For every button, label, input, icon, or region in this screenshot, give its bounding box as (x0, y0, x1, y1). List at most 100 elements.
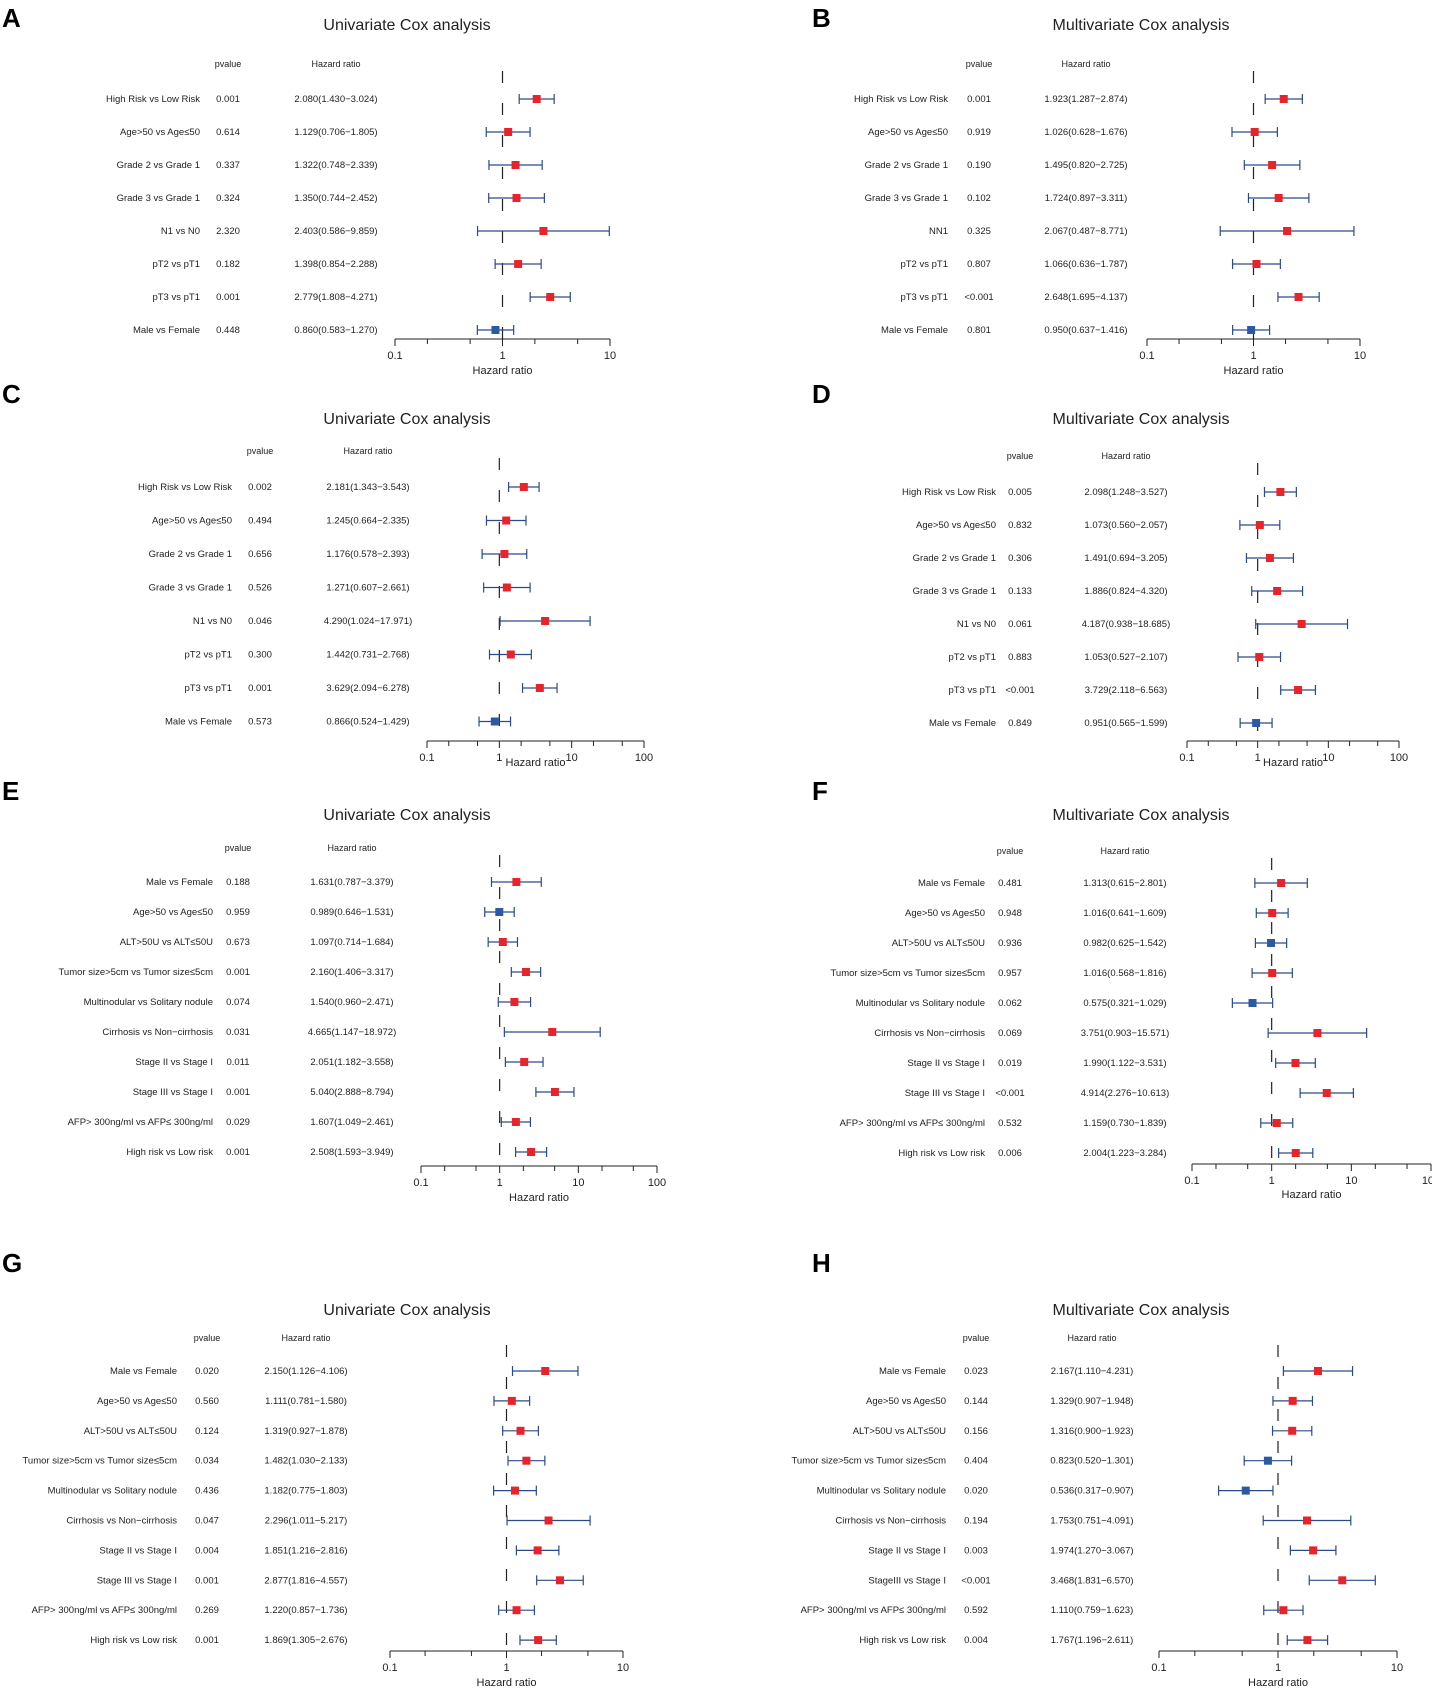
hr-point-marker (1291, 1149, 1300, 1157)
hr-point-marker (495, 908, 504, 916)
forest-row: Male vs Female 0.801 0.950(0.637−1.416) (881, 325, 1271, 336)
forest-row: Cirrhosis vs Non−cirrhosis 0.069 3.751(0.9… (874, 1028, 1368, 1039)
row-pvalue: <0.001 (1005, 685, 1034, 696)
row-label: Tumor size>5cm vs Tumor size≤5cm (22, 1456, 177, 1467)
row-pvalue: 0.001 (216, 94, 240, 105)
x-tick-label: 0.1 (1179, 752, 1194, 764)
row-pvalue: 0.404 (964, 1456, 988, 1467)
forest-row: Age>50 vs Age≤50 0.494 1.245(0.664−2.335) (152, 515, 527, 527)
x-tick-label: 0.1 (1151, 1662, 1166, 1674)
x-axis-title: Hazard ratio (477, 1677, 537, 1689)
row-pvalue: 0.936 (998, 938, 1022, 949)
row-label: ALT>50U vs ALT≤50U (84, 1426, 177, 1437)
row-hazard-ratio: 2.160(1.406−3.317) (310, 967, 393, 978)
row-pvalue: 0.807 (967, 259, 991, 270)
hr-point-marker (1255, 521, 1264, 529)
forest-row: N1 vs N0 2.320 2.403(0.586−9.859) (161, 226, 610, 237)
row-hazard-ratio: 2.296(1.011−5.217) (265, 1516, 348, 1527)
row-label: pT2 vs pT1 (900, 259, 948, 270)
row-hazard-ratio: 1.016(0.641−1.609) (1083, 908, 1166, 919)
row-hazard-ratio: 3.629(2.094−6.278) (326, 683, 409, 694)
row-pvalue: 0.001 (195, 1635, 219, 1646)
hazard-ratio-header: Hazard ratio (327, 843, 376, 853)
forest-row: High Risk vs Low Risk 0.005 2.098(1.248−3.… (902, 487, 1297, 498)
row-label: Stage II vs Stage I (907, 1058, 985, 1069)
forest-row: Tumor size>5cm vs Tumor size≤5cm 0.001 2.1… (58, 967, 542, 978)
hr-point-marker (533, 1546, 542, 1555)
row-label: pT3 vs pT1 (948, 685, 996, 696)
x-axis: 0.1 1 10 100 Hazard ratio (413, 1165, 666, 1204)
x-tick-label: 1 (499, 350, 505, 362)
row-pvalue: 0.592 (964, 1605, 988, 1616)
row-hazard-ratio: 4.914(2.276−10.613) (1081, 1088, 1169, 1099)
row-label: N1 vs N0 (957, 619, 996, 630)
hr-point-marker (1283, 227, 1292, 235)
row-hazard-ratio: 1.607(1.049−2.461) (310, 1117, 393, 1128)
row-label: AFP> 300ng/ml vs AFP≤ 300ng/ml (68, 1117, 213, 1128)
row-label: Multinodular vs Solitary nodule (48, 1486, 177, 1497)
row-label: Cirrhosis vs Non−cirrhosis (102, 1027, 213, 1038)
row-label: Stage III vs Stage I (97, 1575, 177, 1586)
hr-point-marker (1338, 1576, 1347, 1585)
forest-row: Male vs Female 0.188 1.631(0.787−3.379) (146, 877, 542, 888)
row-pvalue: 0.325 (967, 226, 991, 237)
panel-h: H Multivariate Cox analysis pvalue Hazard r… (791, 1248, 1403, 1689)
forest-row: ALT>50U vs ALT≤50U 0.936 0.982(0.625−1.542… (892, 938, 1288, 949)
row-pvalue: 0.001 (226, 1087, 250, 1098)
hr-point-marker (1267, 939, 1276, 947)
row-pvalue: 0.801 (967, 325, 991, 336)
row-pvalue: 0.481 (998, 878, 1022, 889)
hr-point-marker (1241, 1486, 1250, 1495)
hr-point-marker (498, 938, 507, 946)
row-pvalue: 0.156 (964, 1426, 988, 1437)
hr-point-marker (1294, 293, 1303, 301)
row-hazard-ratio: 3.751(0.903−15.571) (1081, 1028, 1169, 1039)
pvalue-header: pvalue (247, 446, 274, 456)
forest-row: N1 vs N0 0.046 4.290(1.024−17.971) (193, 616, 591, 627)
row-label: Tumor size>5cm vs Tumor size≤5cm (830, 968, 985, 979)
pvalue-header: pvalue (963, 1333, 990, 1343)
hr-point-marker (532, 95, 541, 103)
forest-row: StageIII vs Stage I <0.001 3.468(1.831−6.5… (868, 1575, 1376, 1586)
row-hazard-ratio: 1.016(0.568−1.816) (1083, 968, 1166, 979)
forest-row: Tumor size>5cm vs Tumor size≤5cm 0.034 1.4… (22, 1455, 546, 1467)
row-label: High Risk vs Low Risk (854, 94, 948, 105)
row-label: ALT>50U vs ALT≤50U (853, 1426, 946, 1437)
row-pvalue: 0.832 (1008, 520, 1032, 531)
hr-point-marker (502, 583, 511, 592)
chart-title: Multivariate Cox analysis (1053, 807, 1230, 824)
forest-row: Grade 3 vs Grade 1 0.133 1.886(0.824−4.320… (913, 586, 1304, 597)
x-axis: 0.1 1 10 100 Hazard ratio (419, 740, 653, 769)
hr-point-marker (541, 1367, 550, 1375)
forest-row: Male vs Female 0.849 0.951(0.565−1.599) (929, 718, 1273, 729)
row-label: Age>50 vs Age≤50 (133, 907, 213, 918)
hr-point-marker (1313, 1367, 1322, 1375)
forest-row: pT2 vs pT1 0.300 1.442(0.731−2.768) (184, 649, 532, 661)
row-hazard-ratio: 1.316(0.900−1.923) (1050, 1426, 1133, 1437)
row-pvalue: 2.320 (216, 226, 240, 237)
row-label: Age>50 vs Age≤50 (905, 908, 985, 919)
forest-row: AFP> 300ng/ml vs AFP≤ 300ng/ml 0.532 1.159… (840, 1118, 1294, 1129)
forest-row: Stage II vs Stage I 0.004 1.851(1.216−2.81… (99, 1545, 560, 1556)
row-hazard-ratio: 0.823(0.520−1.301) (1050, 1456, 1133, 1467)
row-pvalue: 0.656 (248, 549, 272, 560)
hr-point-marker (550, 1088, 559, 1096)
row-pvalue: 0.957 (998, 968, 1022, 979)
row-hazard-ratio: 0.575(0.321−1.029) (1083, 998, 1166, 1009)
row-hazard-ratio: 2.098(1.248−3.527) (1084, 487, 1167, 498)
panel-label: H (812, 1248, 831, 1278)
row-label: Stage III vs Stage I (133, 1087, 213, 1098)
forest-row: pT2 vs pT1 0.807 1.066(0.636−1.787) (900, 259, 1281, 270)
row-hazard-ratio: 2.150(1.126−4.106) (264, 1366, 347, 1377)
hr-point-marker (1268, 909, 1277, 917)
row-pvalue: 0.573 (248, 717, 272, 728)
hr-point-marker (1279, 1606, 1288, 1615)
row-hazard-ratio: 0.866(0.524−1.429) (326, 717, 409, 728)
row-pvalue: 0.023 (964, 1366, 988, 1377)
row-hazard-ratio: 0.950(0.637−1.416) (1044, 325, 1127, 336)
x-tick-label: 10 (1391, 1662, 1403, 1674)
hr-point-marker (1274, 194, 1283, 202)
row-hazard-ratio: 2.080(1.430−3.024) (294, 94, 377, 105)
row-hazard-ratio: 1.540(0.960−2.471) (310, 997, 393, 1008)
forest-row: Age>50 vs Age≤50 0.959 0.989(0.646−1.531) (133, 907, 515, 918)
